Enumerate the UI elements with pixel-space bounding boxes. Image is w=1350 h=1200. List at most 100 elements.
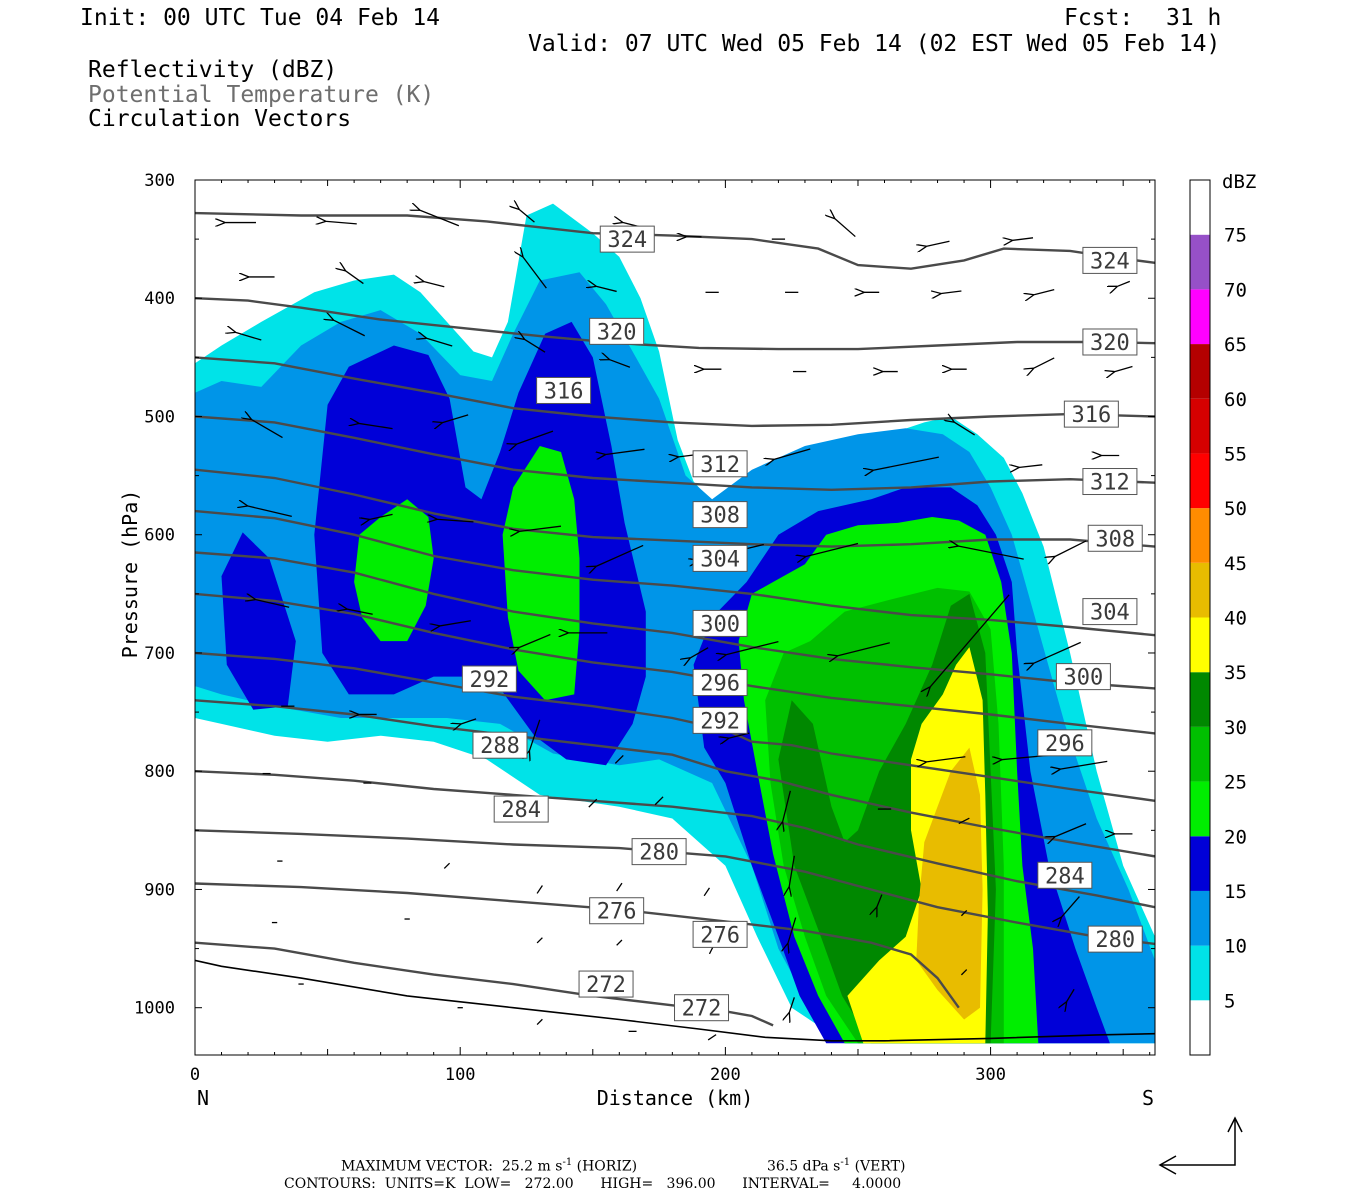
y-tick-label-900: 900	[144, 880, 175, 900]
circulation-vector-39	[873, 456, 939, 470]
circulation-vector-96	[1066, 988, 1075, 1002]
x-tick-label-300: 300	[975, 1065, 1006, 1085]
circulation-vector-94	[788, 917, 797, 945]
terrain-line	[195, 959, 1155, 1042]
theta-contour-308	[195, 468, 1155, 548]
colorbar-segment-11	[1190, 398, 1210, 454]
theta-label-box	[599, 225, 655, 253]
theta-label-304-1: 304	[1082, 598, 1138, 626]
colorbar-label-35: 35	[1224, 662, 1247, 684]
colorbar-label-5: 5	[1224, 990, 1235, 1012]
circulation-vector-55	[519, 633, 551, 648]
colorbar-label-20: 20	[1224, 826, 1247, 848]
theta-label-box	[536, 376, 592, 404]
theta-label-text: 320	[1090, 331, 1130, 356]
circulation-vector-81	[443, 862, 451, 869]
circulation-vector-45	[436, 519, 474, 522]
forecast-hour-value: 31 h	[1166, 5, 1222, 31]
colorbar-label-25: 25	[1224, 772, 1247, 794]
theta-label-box	[1063, 400, 1119, 428]
theta-label-text: 272	[586, 973, 626, 998]
circulation-vector-74	[654, 796, 664, 806]
circulation-vector-20	[1117, 280, 1131, 286]
theta-contour-288	[195, 699, 1155, 858]
circulation-vector-78	[1054, 823, 1087, 837]
horiz-exponent: -1	[562, 1157, 573, 1168]
vert-exponent: -1	[840, 1157, 851, 1168]
theta-label-280-1: 280	[1087, 925, 1143, 953]
theta-label-text: 284	[1045, 864, 1085, 889]
colorbar-segment-8	[1190, 562, 1210, 618]
colorbar-segment-13	[1190, 289, 1210, 345]
theta-contour-layer	[195, 211, 1155, 1027]
y-axis-label: Pressure (hPa)	[118, 490, 142, 659]
circulation-vector-36	[605, 448, 645, 454]
theta-label-text: 280	[639, 841, 679, 866]
theta-label-text: 276	[597, 900, 637, 925]
theta-label-text: 312	[700, 453, 740, 478]
theta-label-box	[692, 609, 748, 637]
colorbar-label-50: 50	[1224, 498, 1247, 520]
circulation-vector-40	[953, 422, 976, 436]
colorbar-segment-4	[1190, 781, 1210, 837]
theta-contour-272	[195, 941, 774, 1027]
circulation-vector-38	[773, 448, 811, 460]
theta-label-316-1: 316	[1063, 400, 1119, 428]
plot-frame	[194, 179, 1156, 1056]
colorbar-label-75: 75	[1224, 225, 1247, 247]
colorbar-segment-5	[1190, 726, 1210, 782]
circulation-vector-102	[789, 997, 795, 1013]
theta-contour-304	[195, 509, 1155, 637]
circulation-vector-66	[614, 754, 624, 764]
circulation-vector-101	[707, 1034, 717, 1041]
theta-label-box	[692, 669, 748, 697]
circulation-vector-43	[247, 506, 292, 518]
theta-label-text: 276	[700, 923, 740, 948]
max-vert-value: 36.5	[767, 1158, 799, 1175]
circulation-vector-50	[957, 546, 1024, 560]
theta-label-text: 292	[700, 709, 740, 734]
colorbar-segment-2	[1190, 890, 1210, 946]
init-time: Init: 00 UTC Tue 04 Feb 14	[80, 5, 441, 31]
circulation-vector-67	[728, 732, 750, 738]
circulation-vector-30	[1033, 357, 1055, 369]
circulation-vector-31	[1114, 365, 1133, 372]
circulation-vector-47	[595, 544, 644, 566]
theta-label-text: 300	[1064, 666, 1104, 691]
theta-label-288-0: 288	[472, 731, 528, 759]
circulation-vector-87	[960, 909, 968, 917]
field-title-vectors: Circulation Vectors	[88, 106, 352, 132]
theta-label-box	[1087, 925, 1143, 953]
theta-label-text: 316	[544, 379, 584, 404]
theta-label-292-1: 292	[692, 706, 748, 734]
max-vert-line: 36.5 dPa s-1 (VERT)	[767, 1157, 905, 1175]
theta-label-text: 308	[1095, 527, 1135, 552]
colorbar-segment-7	[1190, 617, 1210, 673]
colorbar-label-10: 10	[1224, 936, 1247, 958]
colorbar-segment-1	[1190, 945, 1210, 1001]
max-horiz-value: 25.2	[501, 1158, 534, 1175]
colorbar-label-70: 70	[1224, 279, 1247, 301]
circulation-vector-3	[519, 209, 535, 223]
colorbar-unit: dBZ	[1222, 171, 1256, 193]
circulation-vector-68	[926, 756, 966, 762]
theta-label-box	[1082, 468, 1138, 496]
circulation-vector-32	[251, 419, 283, 439]
circulation-vector-9	[1012, 238, 1034, 241]
reference-vector	[1158, 1116, 1243, 1175]
circulation-vector-91	[536, 937, 543, 944]
theta-label-box	[589, 897, 645, 925]
circulation-vector-13	[523, 256, 547, 289]
circulation-vector-92	[616, 939, 623, 946]
theta-label-text: 272	[682, 997, 722, 1022]
x-axis-label: Distance (km)	[597, 1086, 754, 1110]
x-tick-label-100: 100	[445, 1065, 476, 1085]
colorbar-label-60: 60	[1224, 389, 1247, 411]
circulation-vector-69	[1060, 760, 1108, 769]
theta-contour-320	[195, 297, 1155, 351]
colorbar-label-55: 55	[1224, 443, 1247, 465]
theta-label-text: 316	[1071, 403, 1111, 428]
theta-label-300-0: 300	[692, 609, 748, 637]
circulation-vector-46	[519, 525, 562, 531]
